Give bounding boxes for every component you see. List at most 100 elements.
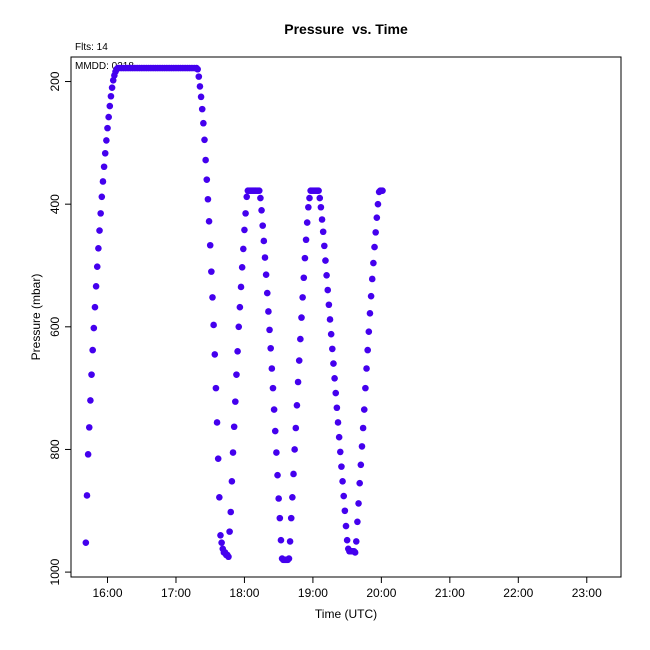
- data-point: [243, 193, 251, 201]
- data-point: [242, 210, 249, 217]
- data-point: [270, 406, 278, 413]
- data-point: [303, 219, 311, 226]
- data-point: [358, 443, 366, 450]
- data-point: [355, 500, 362, 507]
- data-point: [305, 203, 312, 211]
- y-tick-label: 1000: [48, 558, 62, 585]
- data-point: [330, 360, 337, 367]
- data-point: [229, 449, 237, 456]
- data-point: [373, 214, 381, 221]
- data-point: [227, 508, 235, 516]
- data-point: [315, 187, 322, 194]
- data-point: [213, 419, 221, 426]
- data-point: [95, 245, 102, 252]
- data-point: [363, 365, 370, 372]
- data-point: [194, 65, 201, 73]
- data-point: [364, 346, 371, 354]
- data-point: [87, 397, 94, 404]
- data-point: [108, 84, 116, 91]
- data-point: [238, 264, 246, 271]
- data-point: [228, 478, 236, 485]
- data-point: [106, 102, 114, 110]
- data-point: [208, 268, 215, 275]
- data-point: [322, 257, 329, 264]
- x-tick-label: 17:00: [161, 586, 191, 600]
- data-point: [291, 446, 298, 453]
- data-point: [365, 328, 373, 336]
- data-point: [286, 538, 294, 545]
- data-point: [104, 124, 111, 132]
- data-point: [265, 308, 272, 315]
- data-point: [240, 245, 247, 253]
- x-tick-label: 22:00: [503, 586, 533, 600]
- data-point: [352, 538, 360, 545]
- data-point: [217, 532, 224, 539]
- data-point: [329, 345, 336, 353]
- data-point: [335, 433, 343, 441]
- data-point: [318, 216, 326, 223]
- data-point: [96, 227, 103, 234]
- data-point: [319, 228, 327, 236]
- data-point: [225, 553, 232, 561]
- data-point: [234, 348, 241, 355]
- plot-frame: [70, 56, 622, 578]
- data-point: [275, 495, 282, 502]
- data-point: [285, 555, 293, 562]
- data-point: [316, 194, 324, 202]
- x-axis-label: Time (UTC): [315, 607, 377, 621]
- data-point: [276, 514, 284, 522]
- data-point: [360, 406, 368, 413]
- data-point: [326, 316, 334, 323]
- data-point: [268, 365, 276, 372]
- data-point: [306, 194, 313, 202]
- data-point: [371, 243, 378, 251]
- data-point: [209, 294, 216, 301]
- data-point: [195, 73, 203, 80]
- data-point: [379, 187, 386, 194]
- data-point: [98, 193, 106, 201]
- data-point: [205, 218, 213, 225]
- data-point: [262, 271, 270, 278]
- data-point: [356, 479, 363, 487]
- data-point: [340, 492, 348, 500]
- data-point: [258, 207, 265, 214]
- data-point: [202, 156, 209, 164]
- data-point: [260, 237, 268, 245]
- data-point: [257, 194, 264, 202]
- data-point: [200, 119, 207, 127]
- y-tick-label: 800: [48, 439, 62, 459]
- data-point: [299, 294, 306, 301]
- data-point: [342, 522, 350, 530]
- x-tick-label: 18:00: [229, 586, 259, 600]
- flights-count-label: Flts: 14: [75, 42, 108, 53]
- data-point: [203, 176, 211, 183]
- data-point: [210, 321, 217, 329]
- data-point: [92, 283, 100, 290]
- data-point: [230, 423, 238, 431]
- data-point: [90, 324, 98, 332]
- data-point: [354, 518, 361, 526]
- data-point: [298, 314, 305, 321]
- data-point: [274, 471, 281, 479]
- data-point: [82, 539, 90, 546]
- data-point: [367, 292, 375, 300]
- data-point: [218, 539, 225, 546]
- y-axis: 200 400 600 800 1000: [48, 71, 71, 585]
- data-points: [82, 64, 386, 564]
- data-point: [294, 378, 302, 386]
- data-point: [201, 136, 208, 144]
- data-point: [273, 449, 280, 456]
- data-point: [293, 402, 301, 409]
- data-point: [289, 493, 296, 501]
- data-point: [236, 303, 244, 311]
- data-point: [327, 330, 335, 338]
- data-point: [241, 226, 248, 234]
- data-point: [233, 371, 240, 378]
- data-point: [204, 195, 212, 203]
- data-point: [323, 272, 330, 279]
- x-axis: 16:00 17:00 18:00 19:00 20:00 21:00 22:00 23:00: [92, 577, 602, 600]
- data-point: [93, 263, 101, 271]
- data-point: [84, 451, 92, 458]
- data-point: [338, 463, 345, 470]
- data-point: [197, 93, 205, 101]
